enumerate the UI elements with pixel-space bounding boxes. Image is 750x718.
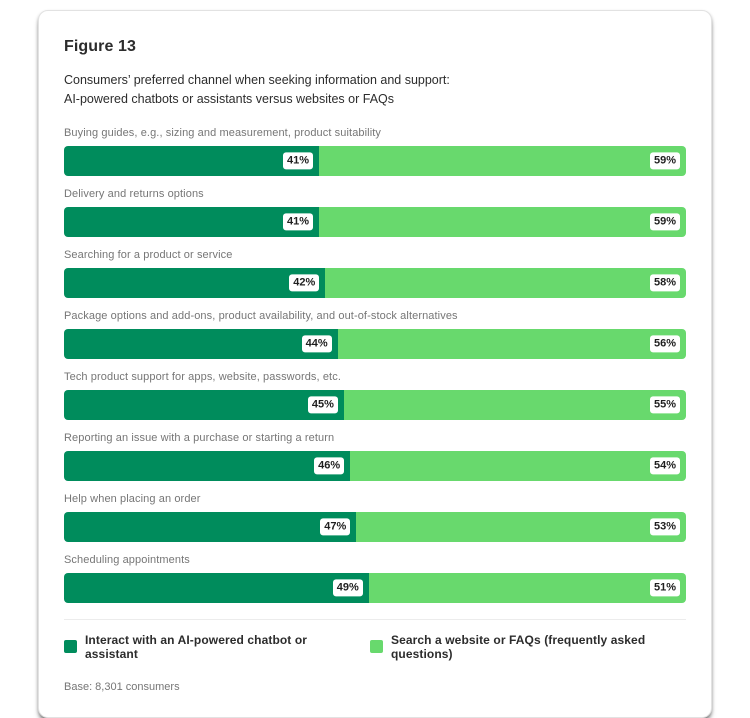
bar-row: Scheduling appointments 49% 51% [64, 554, 686, 603]
stacked-bar: 49% 51% [64, 572, 686, 603]
chatbot-value-label: 41% [282, 152, 314, 170]
chatbot-segment: 45% [64, 389, 344, 420]
website-segment: 56% [337, 328, 686, 359]
bar-row: Buying guides, e.g., sizing and measurem… [64, 127, 686, 176]
website-segment: 53% [356, 511, 686, 542]
stacked-bar: 44% 56% [64, 328, 686, 359]
chatbot-value-label: 41% [282, 213, 314, 231]
website-segment: 58% [325, 267, 686, 298]
chatbot-segment: 41% [64, 206, 320, 237]
website-segment: 55% [343, 389, 686, 420]
bar-category-label: Help when placing an order [64, 492, 201, 505]
website-segment: 54% [350, 450, 686, 481]
bar-category-label: Reporting an issue with a purchase or st… [64, 431, 335, 444]
bar-row: Searching for a product or service 42% 5… [64, 249, 686, 298]
bar-category-label: Tech product support for apps, website, … [64, 370, 341, 383]
chatbot-segment: 49% [64, 572, 369, 603]
legend-item-website: Search a website or FAQs (frequently ask… [369, 632, 686, 661]
bar-category-label: Package options and add-ons, product ava… [64, 309, 458, 322]
chatbot-value-label: 45% [307, 396, 338, 414]
website-segment: 59% [319, 145, 686, 176]
chatbot-segment: 44% [64, 328, 338, 359]
chatbot-segment: 46% [64, 450, 351, 481]
website-value-label: 54% [649, 457, 680, 475]
website-value-label: 55% [649, 396, 680, 414]
stacked-bar: 47% 53% [64, 511, 686, 542]
bar-category-label: Searching for a product or service [64, 248, 233, 261]
website-value-label: 59% [649, 213, 680, 231]
legend-swatch-website-icon [369, 640, 383, 654]
legend: Interact with an AI-powered chatbot or a… [64, 633, 686, 661]
bar-row: Package options and add-ons, product ava… [64, 310, 686, 359]
bar-row: Delivery and returns options 41% 59% [64, 188, 686, 237]
legend-label-chatbot: Interact with an AI-powered chatbot or a… [85, 632, 308, 661]
chatbot-segment: 42% [64, 267, 326, 298]
figure-title: Consumers’ preferred channel when seekin… [64, 71, 686, 110]
legend-label-website: Search a website or FAQs (frequently ask… [390, 632, 646, 661]
page: Figure 13 Consumers’ preferred channel w… [38, 10, 712, 718]
legend-item-chatbot: Interact with an AI-powered chatbot or a… [64, 633, 342, 661]
chatbot-segment: 47% [64, 511, 357, 542]
figure-card: Figure 13 Consumers’ preferred channel w… [38, 10, 712, 718]
website-segment: 59% [319, 206, 686, 237]
chatbot-value-label: 49% [332, 579, 363, 597]
stacked-bar: 41% 59% [64, 206, 686, 237]
divider [64, 618, 686, 620]
base-note: Base: 8,301 consumers [64, 680, 180, 693]
chatbot-value-label: 42% [289, 274, 320, 292]
chatbot-value-label: 46% [314, 457, 345, 475]
chatbot-value-label: 47% [320, 518, 351, 536]
bar-row: Reporting an issue with a purchase or st… [64, 432, 686, 481]
figure-label: Figure 13 [64, 38, 137, 55]
bar-row: Help when placing an order 47% 53% [64, 493, 686, 542]
stacked-bar: 45% 55% [64, 389, 686, 420]
figure-title-line1: Consumers’ preferred channel when seekin… [64, 73, 450, 87]
figure-title-line2: AI-powered chatbots or assistants versus… [64, 92, 394, 107]
chatbot-segment: 41% [64, 145, 320, 176]
stacked-bar: 41% 59% [64, 145, 686, 176]
bar-row: Tech product support for apps, website, … [64, 371, 686, 420]
stacked-bar: 42% 58% [64, 267, 686, 298]
bar-chart: Buying guides, e.g., sizing and measurem… [64, 127, 686, 603]
website-segment: 51% [368, 572, 686, 603]
website-value-label: 56% [649, 335, 680, 353]
chatbot-value-label: 44% [301, 335, 332, 353]
stacked-bar: 46% 54% [64, 450, 686, 481]
bar-category-label: Buying guides, e.g., sizing and measurem… [64, 126, 382, 139]
website-value-label: 58% [649, 274, 680, 292]
bar-category-label: Delivery and returns options [64, 187, 204, 200]
bar-category-label: Scheduling appointments [64, 553, 190, 566]
legend-swatch-chatbot-icon [64, 640, 77, 654]
website-value-label: 53% [649, 518, 680, 536]
website-value-label: 51% [649, 579, 680, 597]
website-value-label: 59% [649, 152, 680, 170]
